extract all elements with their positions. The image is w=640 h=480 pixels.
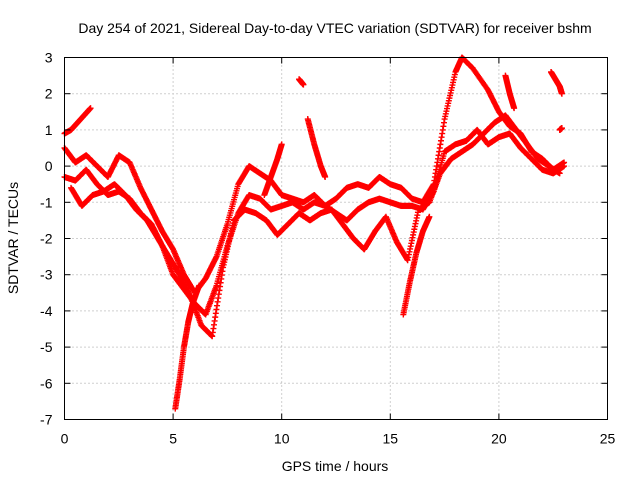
- y-tick-label: 2: [45, 86, 53, 102]
- axis-ticks: 0 5 10 15 20 25 -7 -6 -5 -4 -3 -2 -1 0 1 2 3: [40, 50, 615, 447]
- data-point: [322, 173, 329, 180]
- y-tick-label: -2: [40, 231, 53, 247]
- series-fragment-g: [548, 68, 565, 97]
- data-point: [300, 81, 307, 88]
- data-point: [561, 163, 568, 170]
- y-tick-label: -3: [40, 267, 53, 283]
- grid: [64, 57, 608, 420]
- x-tick-label: 5: [169, 431, 177, 447]
- x-tick-label: 10: [274, 431, 290, 447]
- series-fragment-b: [172, 282, 203, 412]
- series-fragment-i: [261, 141, 285, 199]
- x-axis-label: GPS time / hours: [282, 458, 389, 474]
- y-tick-label: -5: [40, 339, 53, 355]
- y-tick-label: 0: [45, 158, 53, 174]
- series-track-3: [68, 112, 563, 340]
- series-fragment-f: [502, 72, 518, 112]
- data-point: [556, 170, 563, 177]
- data-point: [278, 141, 285, 148]
- series-fragment-e: [400, 213, 433, 318]
- y-tick-label: -4: [40, 303, 53, 319]
- series-track-1: [61, 54, 568, 296]
- series-fragment-c: [296, 76, 307, 88]
- y-tick-label: -1: [40, 194, 53, 210]
- data-point: [558, 90, 565, 97]
- series-fragment-a: [61, 105, 94, 137]
- plot-frame: [64, 57, 608, 420]
- x-tick-label: 15: [383, 431, 399, 447]
- y-tick-label: 3: [45, 50, 53, 66]
- series-fragment-d: [304, 116, 329, 180]
- data-points: [61, 54, 568, 412]
- y-tick-label: -6: [40, 375, 53, 391]
- x-tick-label: 0: [61, 431, 69, 447]
- y-tick-label: 1: [45, 122, 53, 138]
- data-point: [196, 282, 203, 289]
- y-tick-label: -7: [40, 412, 53, 428]
- series-fragment-h: [556, 125, 565, 133]
- data-point: [87, 105, 94, 112]
- data-point: [426, 213, 433, 220]
- data-point: [558, 125, 565, 132]
- data-point: [511, 105, 518, 112]
- x-tick-label: 20: [491, 431, 507, 447]
- chart-title: Day 254 of 2021, Sidereal Day-to-day VTE…: [78, 20, 591, 36]
- y-axis-label: SDTVAR / TECUs: [5, 182, 21, 294]
- series-track-2: [61, 126, 568, 318]
- x-tick-label: 25: [600, 431, 616, 447]
